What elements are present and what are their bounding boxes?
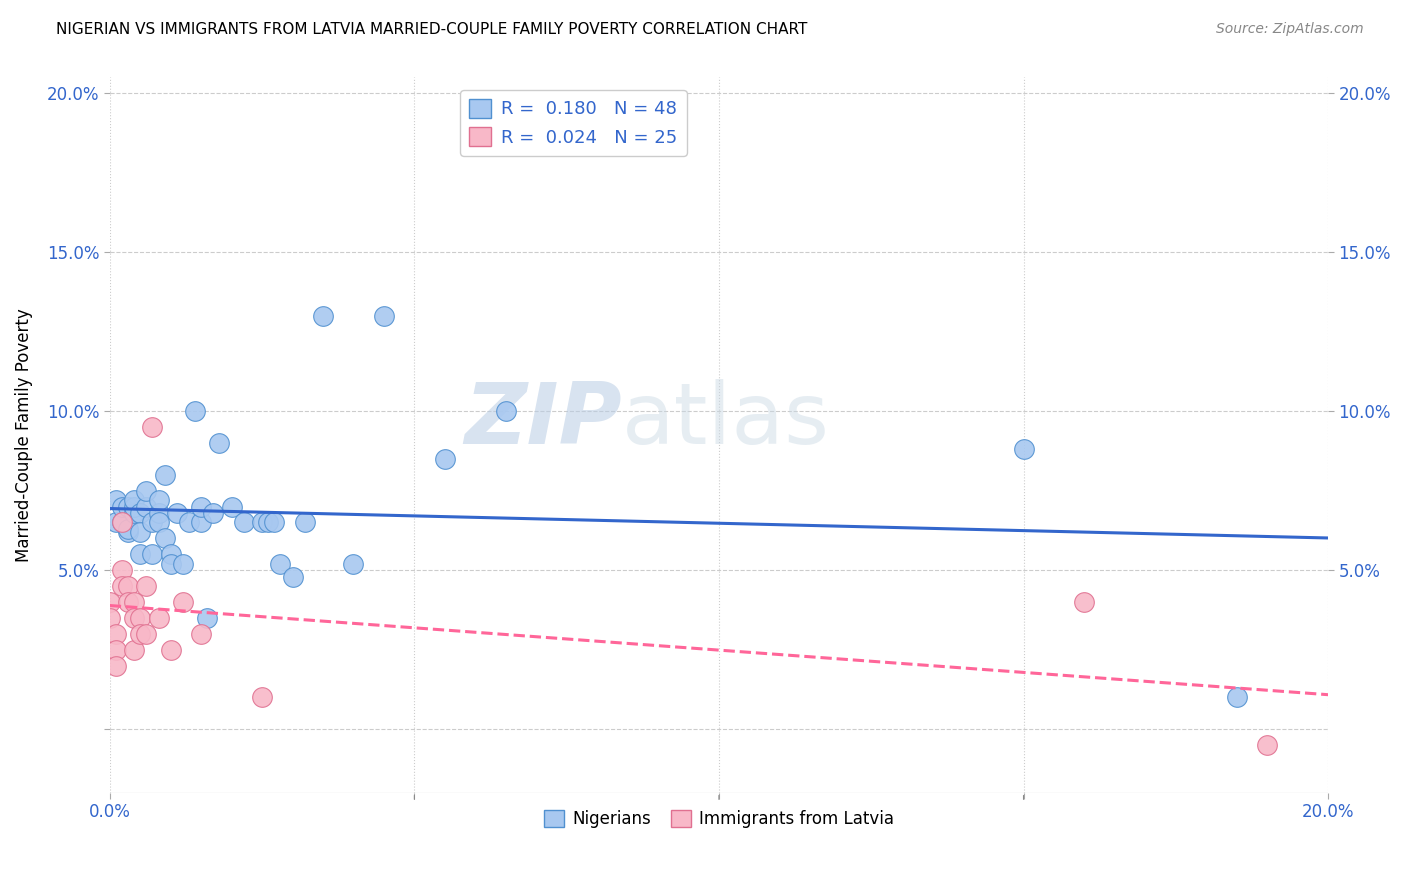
Point bbox=[122, 642, 145, 657]
Point bbox=[98, 595, 121, 609]
Point bbox=[104, 516, 127, 530]
Text: ZIP: ZIP bbox=[464, 379, 621, 462]
Point bbox=[104, 658, 127, 673]
Point bbox=[1226, 690, 1249, 705]
Point bbox=[111, 563, 134, 577]
Point bbox=[172, 595, 194, 609]
Point bbox=[257, 516, 280, 530]
Point bbox=[117, 500, 139, 514]
Point bbox=[104, 642, 127, 657]
Point bbox=[294, 516, 316, 530]
Text: atlas: atlas bbox=[621, 379, 830, 462]
Point bbox=[208, 436, 231, 450]
Point bbox=[111, 500, 134, 514]
Point bbox=[172, 557, 194, 571]
Point bbox=[122, 500, 145, 514]
Point bbox=[195, 611, 218, 625]
Point bbox=[141, 547, 163, 561]
Point bbox=[98, 611, 121, 625]
Legend: Nigerians, Immigrants from Latvia: Nigerians, Immigrants from Latvia bbox=[537, 803, 901, 834]
Point bbox=[202, 506, 225, 520]
Point bbox=[135, 626, 157, 640]
Point bbox=[148, 493, 170, 508]
Point bbox=[184, 404, 207, 418]
Y-axis label: Married-Couple Family Poverty: Married-Couple Family Poverty bbox=[15, 308, 32, 562]
Point bbox=[1012, 442, 1035, 457]
Text: NIGERIAN VS IMMIGRANTS FROM LATVIA MARRIED-COUPLE FAMILY POVERTY CORRELATION CHA: NIGERIAN VS IMMIGRANTS FROM LATVIA MARRI… bbox=[56, 22, 807, 37]
Point bbox=[232, 516, 254, 530]
Text: Source: ZipAtlas.com: Source: ZipAtlas.com bbox=[1216, 22, 1364, 37]
Point bbox=[148, 506, 170, 520]
Point bbox=[117, 522, 139, 536]
Point bbox=[342, 557, 364, 571]
Point bbox=[148, 516, 170, 530]
Point bbox=[111, 579, 134, 593]
Point bbox=[111, 516, 134, 530]
Point bbox=[129, 611, 152, 625]
Point bbox=[1256, 738, 1278, 752]
Point bbox=[281, 569, 304, 583]
Point bbox=[117, 579, 139, 593]
Point bbox=[135, 483, 157, 498]
Point bbox=[153, 532, 176, 546]
Point bbox=[122, 506, 145, 520]
Point bbox=[221, 500, 243, 514]
Point bbox=[129, 626, 152, 640]
Point bbox=[190, 500, 212, 514]
Point bbox=[190, 626, 212, 640]
Point bbox=[122, 611, 145, 625]
Point bbox=[373, 309, 395, 323]
Point bbox=[312, 309, 335, 323]
Point bbox=[141, 516, 163, 530]
Point bbox=[104, 493, 127, 508]
Point bbox=[135, 579, 157, 593]
Point bbox=[190, 516, 212, 530]
Point bbox=[117, 595, 139, 609]
Point bbox=[129, 506, 152, 520]
Point bbox=[148, 611, 170, 625]
Point bbox=[166, 506, 188, 520]
Point bbox=[129, 524, 152, 539]
Point bbox=[1073, 595, 1095, 609]
Point bbox=[159, 557, 181, 571]
Point bbox=[153, 467, 176, 482]
Point bbox=[135, 500, 157, 514]
Point bbox=[111, 516, 134, 530]
Point bbox=[129, 547, 152, 561]
Point bbox=[269, 557, 291, 571]
Point bbox=[159, 547, 181, 561]
Point bbox=[122, 595, 145, 609]
Point bbox=[122, 493, 145, 508]
Point bbox=[250, 690, 273, 705]
Point bbox=[141, 420, 163, 434]
Point bbox=[250, 516, 273, 530]
Point bbox=[433, 451, 456, 466]
Point bbox=[177, 516, 200, 530]
Point bbox=[159, 642, 181, 657]
Point bbox=[263, 516, 285, 530]
Point bbox=[104, 626, 127, 640]
Point bbox=[495, 404, 517, 418]
Point bbox=[117, 524, 139, 539]
